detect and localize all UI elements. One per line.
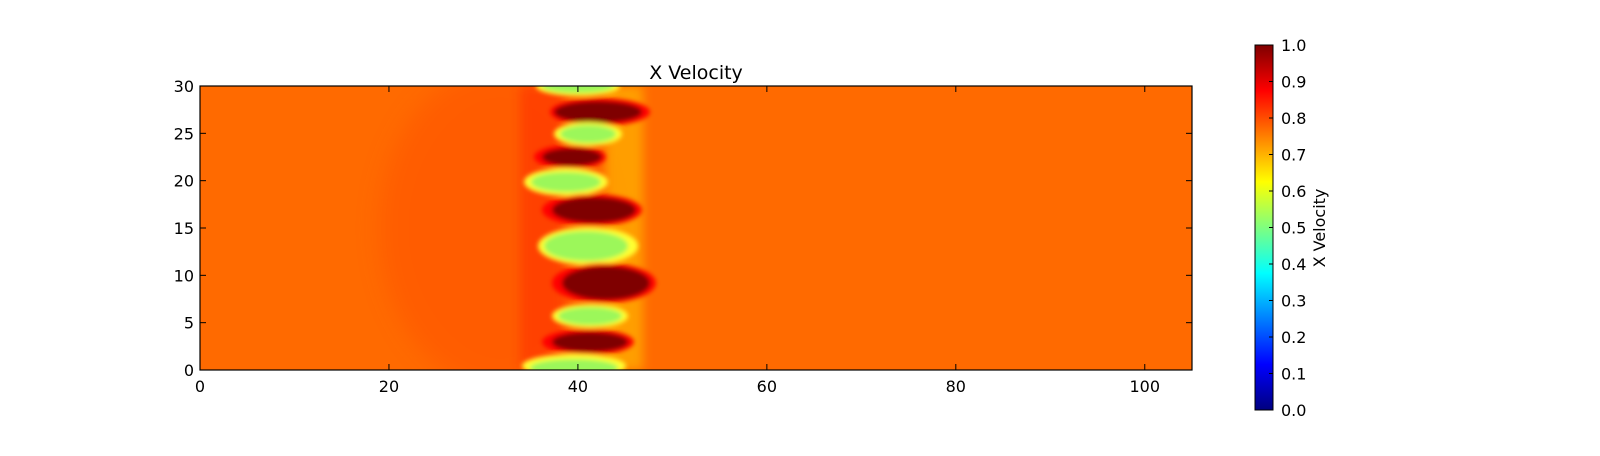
vortex-green-5-core (558, 307, 622, 325)
colorbar-tick-label: 0.6 (1281, 182, 1306, 201)
colorbar-tick-label: 0.8 (1281, 109, 1306, 128)
vortex-red-2-core (542, 148, 602, 166)
colorbar-tick-label: 0.2 (1281, 328, 1306, 347)
y-axis: 0 5 10 15 20 25 30 (174, 77, 1192, 380)
colorbar-tick-label: 0.1 (1281, 365, 1306, 384)
vortex-green-2-core (560, 125, 616, 143)
colorbar-label: X Velocity (1310, 189, 1329, 268)
y-tick-label: 30 (174, 77, 194, 96)
x-axis: 0 20 40 60 80 100 (195, 86, 1160, 396)
colorbar-tick-label: 0.4 (1281, 255, 1306, 274)
vortex-red-3-core (552, 197, 636, 223)
y-tick-label: 15 (174, 219, 194, 238)
x-tick-label: 20 (379, 377, 399, 396)
vortex-blobs (522, 86, 656, 370)
heatmap-field (200, 86, 1192, 370)
colorbar-tick-label: 1.0 (1281, 36, 1306, 55)
y-tick-label: 0 (184, 361, 194, 380)
vortex-red-5-core (552, 332, 628, 352)
vortex-red-4-core (562, 266, 650, 300)
colorbar-ticks: 0.0 0.1 0.2 0.3 0.4 0.5 0.6 0.7 0.8 0.9 1.0 (1269, 36, 1306, 420)
chart-title: X Velocity (649, 62, 743, 84)
vortex-green-6-core (530, 359, 618, 370)
colorbar-tick-label: 0.0 (1281, 401, 1306, 420)
colorbar-tick-label: 0.3 (1281, 292, 1306, 311)
heatmap-background (200, 86, 1192, 370)
x-tick-label: 40 (568, 377, 588, 396)
colorbar-tick-label: 0.7 (1281, 146, 1306, 165)
x-tick-label: 100 (1129, 377, 1160, 396)
y-tick-label: 25 (174, 124, 194, 143)
vortex-green-4-core (544, 231, 628, 261)
vortex-red-1-core (554, 101, 642, 123)
x-tick-label: 80 (946, 377, 966, 396)
y-tick-label: 5 (184, 314, 194, 333)
x-tick-label: 60 (757, 377, 777, 396)
colorbar-tick-label: 0.9 (1281, 73, 1306, 92)
y-tick-label: 10 (174, 266, 194, 285)
colorbar-tick-label: 0.5 (1281, 219, 1306, 238)
x-tick-label: 0 (195, 377, 205, 396)
vortex-green-3-core (531, 172, 601, 192)
y-tick-label: 20 (174, 172, 194, 191)
